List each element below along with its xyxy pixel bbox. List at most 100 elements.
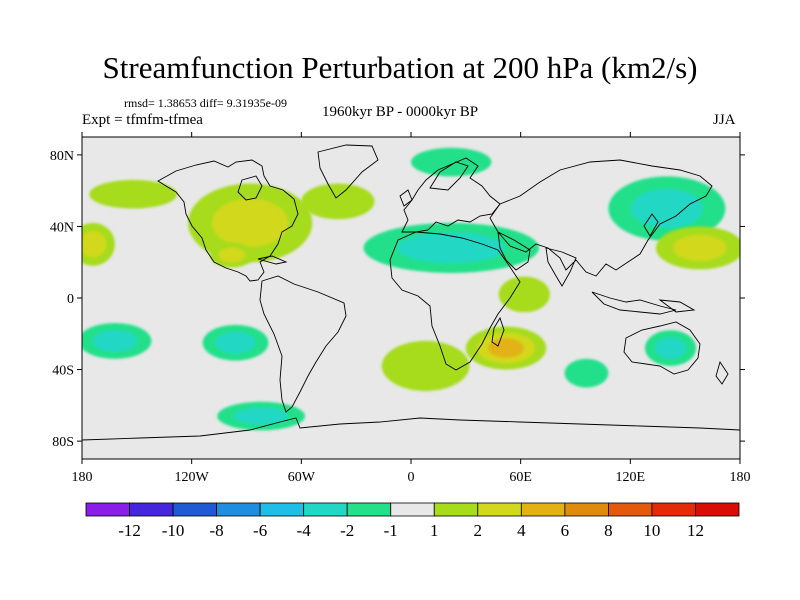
- coastline-arabia: [497, 231, 531, 271]
- contour-level: [564, 358, 609, 388]
- experiment-label: Expt = tfmfm-tfmea: [82, 112, 203, 128]
- coastline-british-isles: [399, 189, 413, 207]
- x-tick-label: 180: [72, 470, 93, 485]
- coastline-japan: [643, 213, 659, 237]
- coastline-cuba: [257, 255, 288, 265]
- colorbar-swatch: [259, 502, 305, 517]
- anomaly-n-atlantic-positive: [301, 183, 375, 220]
- contour-level: [411, 147, 492, 177]
- contour-level: [234, 407, 289, 425]
- colorbar-swatch: [608, 502, 653, 517]
- colorbar-swatch: [520, 502, 566, 517]
- season-label: JJA: [713, 112, 736, 128]
- anomaly-s-pacific-west-negative: [82, 323, 152, 359]
- coastline-layer: [82, 144, 740, 441]
- y-tick-label: 0: [67, 292, 74, 307]
- coastline-africa: [389, 231, 521, 371]
- colorbar-label: -8: [210, 521, 224, 540]
- contour-level: [654, 337, 687, 360]
- contour-level: [381, 340, 470, 392]
- contour-level: [498, 276, 550, 313]
- coastline-south-america: [259, 275, 347, 413]
- colorbar-label: 8: [604, 521, 613, 540]
- contour-level: [82, 231, 107, 258]
- colorbar-swatch: [651, 502, 696, 517]
- colorbar-label: 4: [517, 521, 526, 540]
- y-tick-label: 40N: [50, 220, 74, 235]
- colorbar-swatch: [390, 502, 435, 517]
- x-tick-label: 0: [408, 470, 415, 485]
- coastline-hudson-bay: [237, 175, 263, 201]
- chart-title: Streamfunction Perturbation at 200 hPa (…: [102, 50, 698, 85]
- colorbar-swatch: [346, 502, 392, 517]
- x-tick-label: 60E: [509, 470, 532, 485]
- x-tick-label: 120W: [175, 470, 210, 485]
- colorbar: -12 -10 -8 -6 -4 -2 -1 1 2 4 6 8 10 12: [85, 502, 740, 540]
- colorbar-label: 12: [687, 521, 704, 540]
- contour-level: [218, 247, 246, 263]
- colorbar-label: 2: [474, 521, 483, 540]
- contour-level: [397, 232, 506, 264]
- contour-level: [672, 234, 727, 262]
- period-label: 1960kyr BP - 0000kyr BP: [322, 104, 479, 120]
- anomaly-southern-ocean-negative: [217, 401, 305, 431]
- coastline-new-guinea: [658, 299, 696, 313]
- colorbar-label: -4: [297, 521, 312, 540]
- colorbar-swatch: [433, 502, 479, 517]
- colorbar-label: 10: [643, 521, 660, 540]
- coastline-antarctica: [82, 417, 740, 441]
- anomaly-australia-negative: [644, 330, 697, 366]
- anomaly-gulf-of-mexico-positive: [209, 242, 254, 268]
- colorbar-label: 6: [561, 521, 570, 540]
- anomaly-ne-pacific-positive: [89, 179, 178, 209]
- y-tick-label: 80S: [52, 435, 74, 450]
- anomaly-n-pacific-west-positive: [82, 222, 115, 266]
- x-tick-label: 180: [730, 470, 751, 485]
- anomaly-s-pacific-east-negative: [202, 324, 269, 361]
- y-tick-label: 40S: [52, 364, 74, 379]
- contour-level: [89, 179, 178, 209]
- coastline-asia: [489, 159, 713, 277]
- anomaly-n-america-positive: [188, 183, 313, 263]
- colorbar-swatch: [172, 502, 217, 517]
- colorbar-label: -1: [384, 521, 398, 540]
- anomaly-s-atlantic-positive: [381, 340, 470, 392]
- colorbar-label: -12: [118, 521, 141, 540]
- colorbar-label: 1: [430, 521, 439, 540]
- anomaly-n-africa-negative: [363, 222, 539, 273]
- colorbar-label: -6: [253, 521, 267, 540]
- colorbar-swatch: [695, 502, 740, 517]
- colorbar-swatch: [564, 502, 609, 517]
- rmsd-stats: rmsd= 1.38653 diff= 9.31935e-09: [124, 96, 287, 110]
- x-tick-label: 120E: [616, 470, 646, 485]
- contour-level: [211, 198, 289, 248]
- x-tick-label: 60W: [288, 470, 316, 485]
- coastline-indonesia: [591, 291, 677, 315]
- colorbar-label: -2: [340, 521, 354, 540]
- contour-level: [488, 338, 524, 358]
- coastline-madagascar: [491, 316, 505, 347]
- colorbar-swatch: [85, 502, 130, 517]
- contour-level: [215, 331, 256, 354]
- colorbar-swatch: [477, 502, 522, 517]
- anomaly-arabian-sea-positive: [498, 276, 550, 313]
- colorbar-label: -10: [162, 521, 185, 540]
- contour-level: [630, 188, 703, 229]
- anomaly-arctic-scandinavia-positive: [411, 147, 492, 177]
- anomaly-nw-pacific-positive: [655, 226, 740, 270]
- coastline-india: [545, 247, 577, 287]
- colorbar-swatch: [303, 502, 348, 517]
- contour-level: [92, 329, 138, 352]
- colorbar-swatch: [129, 502, 174, 517]
- coastline-europe: [401, 157, 501, 233]
- axis-layer: 180 120W 60W 0 60E 120E 180 80N 40N 0 40S 80S: [50, 132, 751, 485]
- anomaly-s-indian-ocean-positive: [465, 326, 547, 370]
- coastline-new-zealand: [715, 360, 729, 385]
- coastline-greenland: [317, 144, 379, 199]
- y-tick-label: 80N: [50, 149, 74, 164]
- contour-fill-layer: [82, 147, 740, 431]
- anomaly-s-indian-ocean-negative: [564, 358, 609, 388]
- contour-level: [301, 183, 375, 220]
- coastline-scandinavia: [429, 161, 469, 191]
